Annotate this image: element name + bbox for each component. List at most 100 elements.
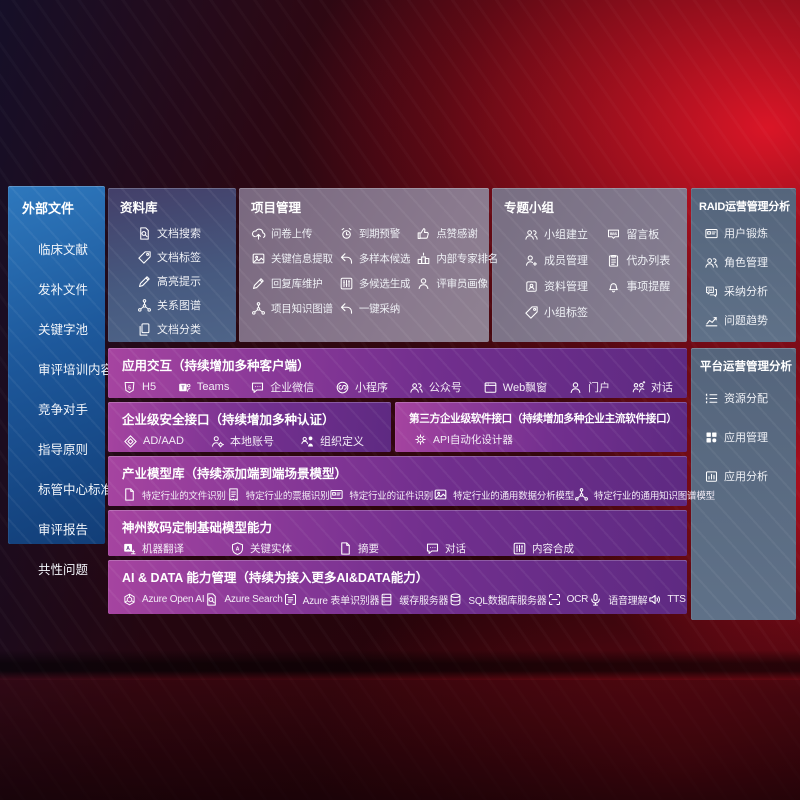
feature-item: 多样本候选 bbox=[339, 251, 411, 266]
grid-icon bbox=[704, 430, 719, 445]
doc-icon bbox=[338, 541, 353, 556]
shield-a-icon bbox=[230, 541, 245, 556]
feature-item: 企业微信 bbox=[250, 379, 314, 395]
feature-item: OCR bbox=[547, 592, 589, 607]
feature-item: 资料管理 bbox=[524, 278, 600, 294]
gear-icon bbox=[413, 432, 428, 447]
panel-external-files: 外部文件 临床文献 发补文件 关键字池 审评培训内容 竞争对手 指导原则 标管中心标准 审评报… bbox=[8, 186, 113, 577]
band-enterprise-security: 企业级安全接口（持续增加多种认证） AD/AAD 本地账号 组织定义 bbox=[108, 402, 391, 452]
background-desk-edge bbox=[0, 650, 800, 680]
panel-topic-groups: 专题小组 小组建立 留言板 成员管理 代办列表 资料管理 事项提醒 小组标签 bbox=[492, 188, 687, 342]
feature-item-label: 特定行业的通用知识图谱模型 bbox=[594, 490, 715, 502]
feature-item: 摘要 bbox=[338, 541, 379, 556]
graph-icon bbox=[574, 487, 589, 502]
feature-item-label: 资料管理 bbox=[544, 281, 588, 293]
feature-item: Web飘窗 bbox=[483, 379, 547, 395]
raid-items: 用户锻炼 角色管理 采纳分析 问题趋势 bbox=[691, 218, 796, 336]
panel-library-title: 资料库 bbox=[120, 201, 158, 215]
sidebar-item: 审评报告 bbox=[38, 519, 101, 538]
sidebar-item-label: 竞争对手 bbox=[38, 403, 89, 417]
people-icon bbox=[524, 227, 539, 242]
speaker-icon bbox=[647, 592, 662, 607]
feature-item: 项目知识图谱 bbox=[251, 301, 333, 316]
sidebar-item-label: 发补文件 bbox=[38, 283, 89, 297]
feature-item-label: 文档分类 bbox=[157, 324, 201, 336]
feature-item: 特定行业的证件识别 bbox=[329, 487, 433, 502]
feature-item: 问卷上传 bbox=[251, 226, 333, 241]
feature-item-label: 用户锻炼 bbox=[724, 228, 768, 240]
browser-icon bbox=[483, 380, 498, 395]
panel-project-title: 项目管理 bbox=[251, 201, 302, 215]
feature-item-label: 缓存服务器 bbox=[399, 596, 449, 607]
feature-item-label: 评审员画像 bbox=[436, 278, 488, 290]
feature-item-label: 应用管理 bbox=[724, 432, 768, 444]
feature-item: 公众号 bbox=[409, 379, 462, 395]
feature-item-label: Azure Open AI bbox=[142, 594, 205, 605]
feature-item-label: 特定行业的通用数据分析模型 bbox=[453, 490, 575, 502]
feature-item-label: 组织定义 bbox=[319, 436, 364, 448]
feature-item-label: 机器翻译 bbox=[142, 543, 184, 555]
feature-item-label: 本地账号 bbox=[229, 436, 274, 448]
feature-item: 留言板 bbox=[606, 226, 677, 242]
chart-card-icon bbox=[704, 469, 719, 484]
image-icon bbox=[251, 251, 266, 266]
feature-item: 本地账号 bbox=[210, 433, 274, 449]
feature-item: 一键采纳 bbox=[339, 301, 411, 316]
feature-item-label: SQL数据库服务器 bbox=[468, 596, 547, 607]
feature-item: 应用管理 bbox=[704, 429, 792, 445]
feature-item: 特定行业的通用数据分析模型 bbox=[433, 487, 574, 502]
sidebar-item-label: 共性问题 bbox=[38, 563, 89, 577]
panel-raid-ops-analysis: RAID运营管理分析 用户锻炼 角色管理 采纳分析 问题趋势 bbox=[691, 188, 796, 342]
feature-item: 组织定义 bbox=[300, 433, 364, 449]
teams-icon bbox=[177, 380, 192, 395]
feature-item: 成员管理 bbox=[524, 252, 600, 268]
reply-icon bbox=[339, 251, 354, 266]
sidebar-item-label: 指导原则 bbox=[38, 443, 89, 457]
feature-item: 内部专家排名 bbox=[416, 251, 498, 266]
server-icon bbox=[379, 592, 394, 607]
feature-item-label: 门户 bbox=[588, 382, 611, 394]
feature-item: API自动化设计器 bbox=[413, 432, 513, 447]
panel-external-files-title: 外部文件 bbox=[22, 201, 75, 216]
feature-item-label: 应用分析 bbox=[724, 471, 768, 483]
feature-item: 关键信息提取 bbox=[251, 251, 333, 266]
panel-raid-title: RAID运营管理分析 bbox=[699, 201, 790, 213]
feature-item-label: 关系图谱 bbox=[157, 300, 201, 312]
feature-item: H5 bbox=[122, 380, 156, 395]
feature-item: 应用分析 bbox=[704, 468, 792, 484]
feature-item-label: 问题趋势 bbox=[724, 315, 768, 327]
band-security-title: 企业级安全接口（持续增加多种认证） bbox=[122, 413, 335, 427]
feature-item-label: 特定行业的票据识别 bbox=[245, 490, 330, 502]
chat-icon bbox=[425, 541, 440, 556]
library-items: 文档搜索 文档标签 高亮提示 关系图谱 文档分类 bbox=[108, 220, 236, 345]
panel-project-management: 项目管理 问卷上传 到期预警 点赞感谢 关键信息提取 多样本候选 内部专家排名 回复库维护 多… bbox=[239, 188, 498, 342]
feature-item: 文档搜索 bbox=[137, 225, 230, 241]
alarm-icon bbox=[339, 226, 354, 241]
chat-icon bbox=[250, 380, 265, 395]
feature-item-label: 小组建立 bbox=[544, 229, 588, 241]
search-doc-icon bbox=[204, 592, 219, 607]
ocr-icon bbox=[547, 592, 562, 607]
feature-item-label: 对话 bbox=[650, 382, 673, 394]
feature-item: SQL数据库服务器 bbox=[448, 592, 547, 607]
feature-item-label: 到期预警 bbox=[358, 228, 401, 240]
feature-item: 内容合成 bbox=[512, 541, 574, 556]
feature-item-label: 关键信息提取 bbox=[271, 253, 333, 265]
feature-item-label: AD/AAD bbox=[143, 435, 184, 447]
mic-icon bbox=[588, 592, 603, 607]
feature-item: 缓存服务器 bbox=[379, 592, 449, 607]
band-dcits-title: 神州数码定制基础模型能力 bbox=[122, 521, 273, 535]
panel-platform-title: 平台运营管理分析 bbox=[700, 361, 792, 373]
tag-icon bbox=[524, 305, 539, 320]
feature-item: 高亮提示 bbox=[137, 273, 230, 289]
sidebar-item: 临床文献 bbox=[38, 239, 101, 258]
sidebar-item: 指导原则 bbox=[38, 439, 101, 458]
feature-item-label: Azure Search bbox=[224, 594, 283, 605]
reply-icon bbox=[339, 301, 354, 316]
feature-item-label: Teams bbox=[196, 381, 230, 393]
feature-item-label: 一键采纳 bbox=[358, 303, 401, 315]
person-gear-icon bbox=[210, 434, 225, 449]
industry-items: 特定行业的文件识别 特定行业的票据识别 特定行业的证件识别 特定行业的通用数据分析模型… bbox=[108, 485, 715, 508]
feature-item-label: 内部专家排名 bbox=[436, 253, 499, 265]
feature-item-label: OCR bbox=[566, 594, 589, 605]
